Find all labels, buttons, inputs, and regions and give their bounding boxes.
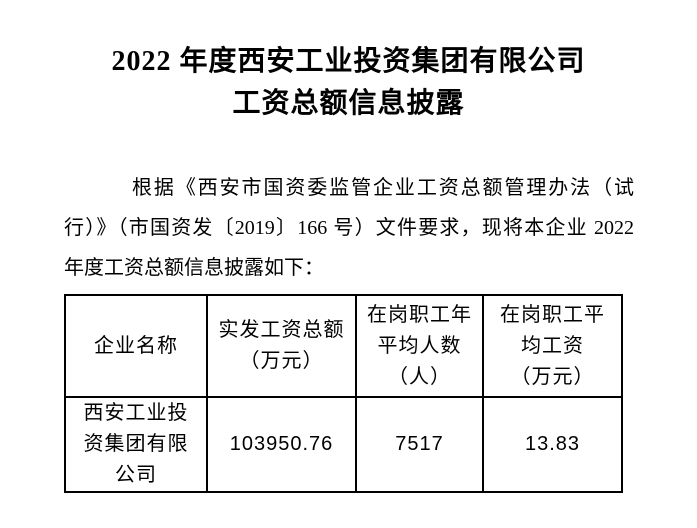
header-total-wages: 实发工资总额 （万元）	[206, 294, 357, 398]
paragraph-line-3: 年度工资总额信息披露如下：	[64, 257, 324, 279]
cell-avg-wage: 13.83	[482, 396, 623, 493]
cell-company-name: 西安工业投 资集团有限 公司	[64, 396, 208, 493]
table-row: 西安工业投 资集团有限 公司 103950.76 7517 13.83	[64, 396, 623, 493]
title-line-2: 工资总额信息披露	[232, 88, 465, 119]
header-avg-wage: 在岗职工平 均工资 （万元）	[482, 294, 623, 398]
paragraph-line-2: 行）》（市国资发〔2019〕166 号）文件要求，现将本企业 2022	[64, 217, 634, 239]
cell-avg-headcount: 7517	[355, 396, 484, 493]
intro-paragraph: 根据《西安市国资委监管企业工资总额管理办法（试 行）》（市国资发〔2019〕16…	[64, 168, 634, 288]
paragraph-line-1: 根据《西安市国资委监管企业工资总额管理办法（试	[132, 177, 634, 199]
header-company-name: 企业名称	[64, 294, 208, 398]
title-line-1: 2022 年度西安工业投资集团有限公司	[111, 46, 586, 77]
page-title: 2022 年度西安工业投资集团有限公司 工资总额信息披露	[0, 41, 697, 125]
table-header-row: 企业名称 实发工资总额 （万元） 在岗职工年 平均人数 （人） 在岗职工平 均工…	[64, 294, 623, 398]
header-avg-headcount: 在岗职工年 平均人数 （人）	[355, 294, 484, 398]
wage-disclosure-table: 企业名称 实发工资总额 （万元） 在岗职工年 平均人数 （人） 在岗职工平 均工…	[64, 294, 623, 493]
cell-total-wages: 103950.76	[206, 396, 357, 493]
